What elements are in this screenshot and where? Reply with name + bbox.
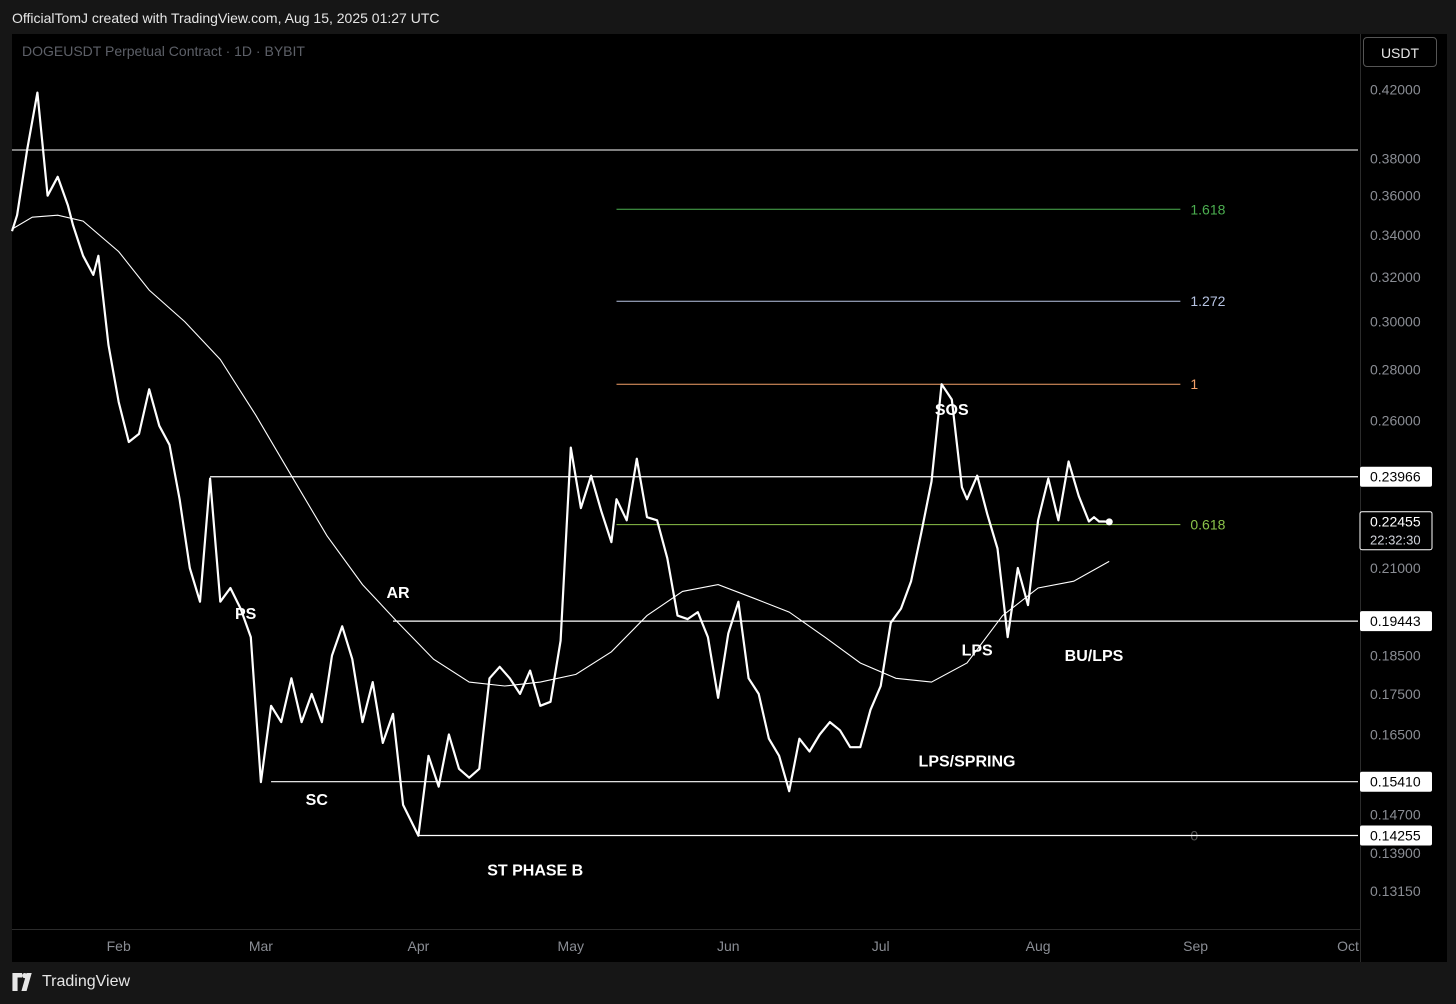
x-tick-label: May [558, 938, 584, 954]
y-tick-label: 0.16500 [1370, 727, 1421, 743]
header-bar: OfficialTomJ created with TradingView.co… [0, 0, 1456, 34]
y-tick-label: 0.13150 [1370, 883, 1421, 899]
fib-level-label: 1 [1190, 376, 1198, 392]
x-tick-label: Aug [1026, 938, 1051, 954]
y-tick-label: 0.26000 [1370, 412, 1421, 428]
y-tick-label: 0.18500 [1370, 647, 1421, 663]
wyckoff-annotation: ST PHASE B [487, 863, 583, 880]
y-tick-label: 0.32000 [1370, 269, 1421, 285]
x-tick-label: Sep [1183, 938, 1208, 954]
tradingview-logo-text: TradingView [42, 973, 131, 990]
currency-button[interactable]: USDT [1363, 37, 1437, 67]
price-level-tag [1360, 611, 1432, 632]
symbol-title: DOGEUSDT Perpetual Contract · 1D · BYBIT [22, 43, 305, 59]
x-tick-label: Mar [249, 938, 273, 954]
wyckoff-annotation: BU/LPS [1065, 648, 1124, 665]
chart-pane[interactable] [12, 34, 1360, 929]
y-tick-label: 0.30000 [1370, 314, 1421, 330]
footer-bar [0, 962, 1456, 1004]
wyckoff-annotation: LPS/SPRING [919, 754, 1016, 771]
price-level-tag-label: 0.14255 [1370, 828, 1421, 844]
countdown-label: 22:32:30 [1370, 533, 1421, 548]
price-level-tag-label: 0.19443 [1370, 613, 1421, 629]
tradingview-logo-icon [12, 973, 32, 991]
y-tick-label: 0.42000 [1370, 81, 1421, 97]
x-tick-label: Feb [107, 938, 131, 954]
x-tick-label: Jun [717, 938, 740, 954]
y-tick-label: 0.21000 [1370, 560, 1421, 576]
x-tick-label: Apr [407, 938, 429, 954]
y-tick-label: 0.36000 [1370, 188, 1421, 204]
price-level-tag [1360, 771, 1432, 792]
price-scale[interactable] [1360, 34, 1447, 962]
price-level-tag-label: 0.23966 [1370, 469, 1421, 485]
attribution-text: OfficialTomJ created with TradingView.co… [12, 10, 440, 26]
wyckoff-annotation: AR [387, 585, 411, 602]
fib-level-label: 1.272 [1190, 293, 1225, 309]
wyckoff-annotation: LPS [962, 642, 993, 659]
y-tick-label: 0.34000 [1370, 227, 1421, 243]
wyckoff-annotation: SOS [935, 402, 969, 419]
wyckoff-annotation: SC [306, 792, 329, 809]
current-price-tag [1359, 511, 1433, 551]
y-tick-label: 0.28000 [1370, 361, 1421, 377]
y-tick-label: 0.13900 [1370, 845, 1421, 861]
y-tick-label: 0.38000 [1370, 150, 1421, 166]
price-level-tag [1360, 466, 1432, 487]
price-line [10, 91, 1110, 837]
last-price-dot [1105, 518, 1113, 526]
x-tick-label: Oct [1337, 938, 1359, 954]
fib-level-label: 1.618 [1190, 201, 1225, 217]
y-tick-label: 0.17500 [1370, 686, 1421, 702]
wyckoff-annotation: PS [235, 606, 257, 623]
y-tick-label: 0.14700 [1370, 806, 1421, 822]
moving-average-line [11, 214, 1110, 687]
fib-level-label: 0.618 [1190, 517, 1225, 533]
x-tick-label: Jul [872, 938, 890, 954]
price-level-tag [1360, 825, 1432, 846]
tradingview-logo[interactable]: TradingView [12, 973, 130, 991]
price-level-tag-label: 0.15410 [1370, 774, 1421, 790]
time-scale[interactable] [12, 929, 1360, 963]
current-price-label: 0.22455 [1370, 514, 1421, 530]
